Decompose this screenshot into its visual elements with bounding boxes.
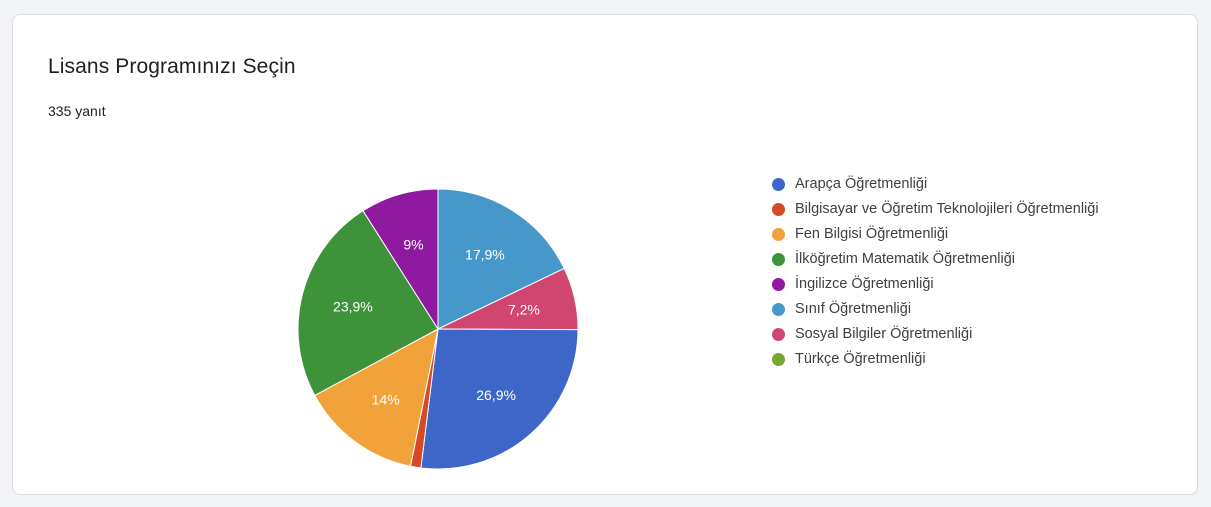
legend-item[interactable]: İngilizce Öğretmenliği: [770, 274, 1130, 294]
legend-item[interactable]: Arapça Öğretmenliği: [770, 174, 1130, 194]
legend-label: Türkçe Öğretmenliği: [795, 351, 926, 367]
legend-swatch: [772, 203, 785, 216]
chart-title: Lisans Programınızı Seçin: [48, 55, 296, 78]
legend-item[interactable]: Sınıf Öğretmenliği: [770, 299, 1130, 319]
legend-swatch: [772, 353, 785, 366]
legend-swatch: [772, 178, 785, 191]
legend-swatch: [772, 228, 785, 241]
slice-data-label: 7,2%: [508, 302, 540, 318]
legend-swatch: [772, 278, 785, 291]
legend-item[interactable]: Bilgisayar ve Öğretim Teknolojileri Öğre…: [770, 199, 1130, 219]
legend-item[interactable]: Türkçe Öğretmenliği: [770, 349, 1130, 369]
pie-slice[interactable]: [362, 188, 439, 331]
pie-slice[interactable]: [297, 210, 439, 397]
chart-card: Lisans Programınızı Seçin 335 yanıt 17,9…: [12, 14, 1198, 495]
pie-slice[interactable]: [420, 328, 579, 470]
pie-slice[interactable]: [437, 188, 565, 330]
pie-labels: 17,9% 7,2% 26,9% 14% 23,9% 9%: [333, 237, 540, 408]
slice-data-label: 17,9%: [465, 247, 505, 263]
legend-label: Bilgisayar ve Öğretim Teknolojileri Öğre…: [795, 201, 1099, 217]
legend-label: Sosyal Bilgiler Öğretmenliği: [795, 326, 973, 342]
legend-swatch: [772, 303, 785, 316]
legend-label: Fen Bilgisi Öğretmenliği: [795, 226, 949, 242]
response-count: 335 yanıt: [48, 103, 106, 119]
legend-item[interactable]: İlköğretim Matematik Öğretmenliği: [770, 249, 1130, 269]
legend-item[interactable]: Fen Bilgisi Öğretmenliği: [770, 224, 1130, 244]
slice-data-label: 14%: [372, 392, 400, 408]
legend-swatch: [772, 253, 785, 266]
pie-chart: 17,9% 7,2% 26,9% 14% 23,9% 9%: [297, 188, 579, 470]
pie-slices: [297, 188, 579, 470]
legend-swatch: [772, 328, 785, 341]
slice-data-label: 9%: [403, 237, 423, 253]
pie-slice[interactable]: [314, 328, 439, 467]
legend-label: İlköğretim Matematik Öğretmenliği: [795, 251, 1015, 267]
legend-label: İngilizce Öğretmenliği: [795, 276, 934, 292]
legend-item[interactable]: Sosyal Bilgiler Öğretmenliği: [770, 324, 1130, 344]
legend-label: Sınıf Öğretmenliği: [795, 301, 912, 317]
slice-data-label: 26,9%: [476, 387, 516, 403]
legend-label: Arapça Öğretmenliği: [795, 176, 928, 192]
slice-data-label: 23,9%: [333, 299, 373, 315]
chart-legend: Arapça Öğretmenliği Bilgisayar ve Öğretim…: [770, 174, 1130, 374]
